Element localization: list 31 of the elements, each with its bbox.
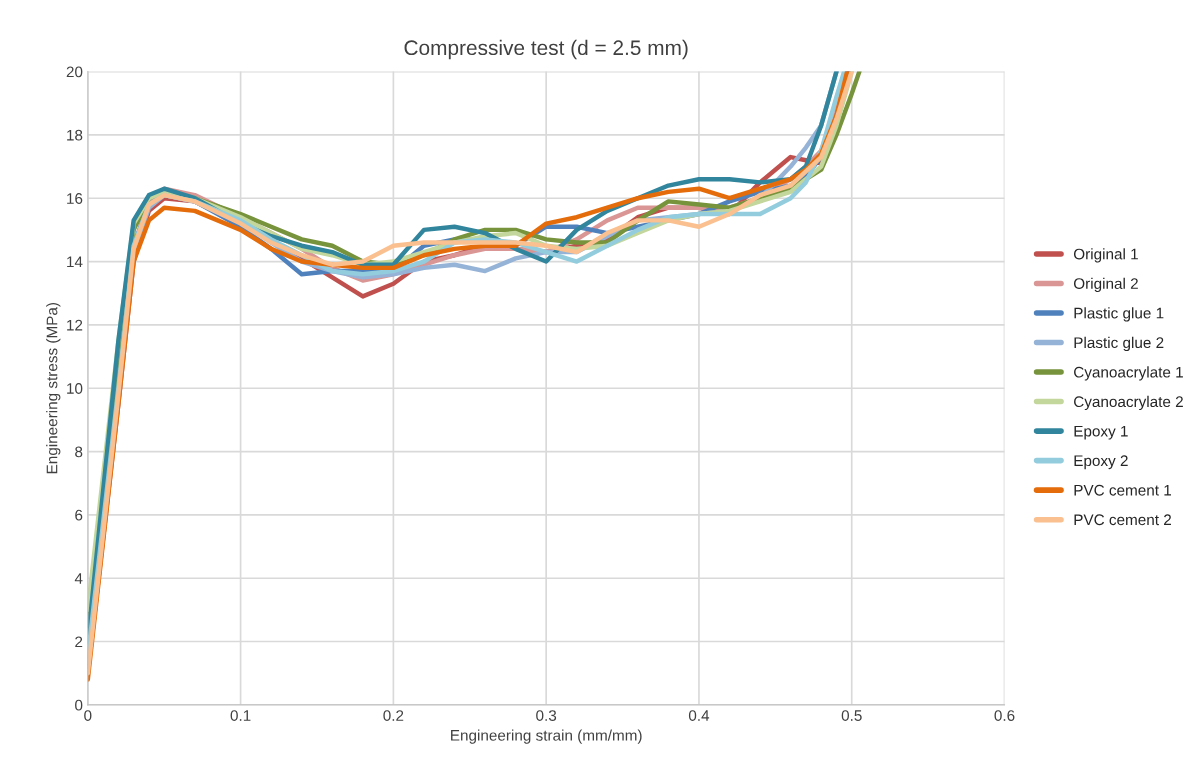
x-tick-label: 0.6 — [994, 710, 1015, 721]
x-tick-label: 0.4 — [688, 710, 710, 721]
x-axis-title: Engineering strain (mm/mm) — [451, 729, 642, 744]
x-tick-label: 0.2 — [383, 710, 404, 721]
y-tick-label: 16 — [67, 193, 83, 204]
y-tick-label: 10 — [67, 383, 83, 394]
y-tick-label: 6 — [75, 509, 83, 521]
legend-label: Epoxy 2 — [1074, 455, 1128, 470]
legend-label: Original 2 — [1073, 277, 1138, 293]
y-tick-label: 4 — [74, 573, 83, 584]
legend-label: Cyanoacrylate 2 — [1074, 395, 1183, 411]
x-tick-label: 0 — [84, 710, 92, 721]
legend-label: Cyanoacrylate 1 — [1074, 366, 1183, 381]
legend-label: PVC cement 1 — [1074, 484, 1172, 496]
x-tick-label: 0.3 — [536, 710, 557, 721]
legend-label: PVC cement 2 — [1074, 514, 1171, 526]
legend-label: Plastic glue 1 — [1074, 307, 1164, 322]
y-tick-label: 0 — [75, 699, 83, 711]
y-tick-label: 14 — [67, 256, 83, 268]
y-tick-label: 12 — [67, 319, 83, 331]
y-tick-label: 18 — [67, 129, 83, 141]
legend-label: Epoxy 1 — [1074, 425, 1128, 440]
chart-title: Compressive test (d = 2.5 mm) — [404, 39, 688, 60]
x-tick-label: 0.1 — [230, 710, 251, 721]
y-axis-title: Engineering stress (MPa) — [46, 302, 61, 474]
legend-label: Plastic glue 2 — [1074, 336, 1164, 352]
y-tick-label: 2 — [75, 636, 83, 648]
y-tick-label: 20 — [66, 66, 83, 78]
x-tick-label: 0.5 — [841, 710, 862, 721]
legend-label: Original 1 — [1073, 248, 1138, 263]
y-tick-label: 8 — [75, 446, 83, 458]
